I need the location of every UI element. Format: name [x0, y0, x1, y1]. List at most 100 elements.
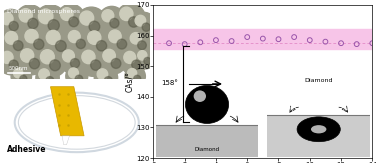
Point [338, 42, 344, 44]
Circle shape [127, 68, 137, 78]
Circle shape [68, 30, 80, 43]
Circle shape [42, 26, 73, 58]
Circle shape [102, 10, 114, 22]
Circle shape [99, 6, 125, 33]
Circle shape [20, 49, 34, 62]
Text: 500nm: 500nm [8, 66, 28, 71]
Circle shape [109, 30, 121, 43]
Circle shape [78, 47, 107, 76]
Point [291, 36, 297, 38]
Point [229, 40, 235, 42]
Circle shape [70, 59, 80, 68]
Circle shape [99, 46, 127, 74]
Circle shape [75, 75, 83, 83]
Circle shape [1, 51, 13, 63]
Circle shape [36, 66, 59, 90]
Circle shape [125, 66, 146, 87]
Circle shape [68, 68, 78, 78]
Circle shape [21, 26, 51, 55]
Circle shape [46, 30, 60, 44]
Circle shape [142, 23, 150, 31]
Circle shape [96, 41, 107, 51]
Circle shape [39, 69, 49, 80]
Circle shape [1, 13, 13, 25]
Circle shape [14, 68, 23, 78]
Circle shape [2, 28, 29, 56]
Circle shape [9, 60, 18, 69]
Y-axis label: CAs/°: CAs/° [125, 71, 134, 92]
Circle shape [135, 48, 156, 69]
Circle shape [120, 7, 133, 21]
Circle shape [105, 26, 133, 55]
Point [260, 37, 266, 40]
Circle shape [76, 39, 85, 49]
Circle shape [138, 51, 147, 60]
Bar [153, 29, 372, 49]
Circle shape [19, 9, 32, 22]
Circle shape [84, 27, 113, 57]
Circle shape [0, 9, 24, 36]
Point [197, 41, 203, 44]
Circle shape [69, 17, 79, 27]
Circle shape [129, 17, 139, 27]
Circle shape [9, 21, 18, 31]
Circle shape [104, 77, 112, 85]
Point [307, 39, 313, 41]
Circle shape [121, 48, 147, 75]
Circle shape [65, 27, 91, 54]
Circle shape [91, 60, 101, 70]
Circle shape [88, 31, 101, 44]
Circle shape [48, 20, 59, 31]
Point [322, 40, 328, 43]
Circle shape [97, 69, 108, 80]
Circle shape [57, 4, 85, 32]
Circle shape [34, 39, 44, 50]
Circle shape [39, 9, 53, 24]
Circle shape [60, 8, 73, 20]
Point [213, 39, 219, 41]
Circle shape [66, 65, 88, 88]
Circle shape [127, 30, 152, 55]
Circle shape [29, 59, 40, 69]
Circle shape [15, 5, 45, 35]
Circle shape [40, 50, 54, 64]
Circle shape [130, 33, 141, 44]
Circle shape [46, 77, 54, 85]
Circle shape [59, 47, 85, 73]
Circle shape [80, 11, 94, 25]
Circle shape [20, 75, 27, 82]
Circle shape [144, 57, 151, 65]
Circle shape [135, 15, 146, 26]
Circle shape [94, 66, 118, 90]
Circle shape [37, 46, 67, 77]
Circle shape [89, 21, 100, 32]
Circle shape [25, 30, 38, 43]
Circle shape [116, 3, 146, 33]
Circle shape [17, 45, 46, 75]
Point [369, 42, 375, 44]
Circle shape [76, 7, 107, 38]
Circle shape [5, 31, 17, 44]
Circle shape [117, 39, 127, 49]
Circle shape [110, 18, 119, 28]
Circle shape [124, 51, 136, 63]
Circle shape [103, 49, 115, 62]
Polygon shape [62, 136, 70, 145]
Circle shape [34, 5, 67, 38]
Circle shape [28, 18, 38, 29]
Circle shape [11, 66, 31, 87]
Circle shape [0, 48, 24, 75]
Circle shape [138, 41, 146, 50]
Point [276, 38, 282, 41]
Text: Diamond microspheres: Diamond microspheres [7, 9, 80, 14]
Circle shape [50, 60, 60, 71]
Circle shape [56, 41, 66, 52]
Circle shape [13, 41, 23, 51]
Circle shape [132, 12, 156, 36]
Text: Adhesive: Adhesive [7, 145, 46, 154]
Point [182, 43, 188, 45]
Point [354, 43, 360, 45]
Circle shape [82, 50, 95, 64]
Point [244, 36, 250, 38]
Circle shape [111, 59, 121, 68]
